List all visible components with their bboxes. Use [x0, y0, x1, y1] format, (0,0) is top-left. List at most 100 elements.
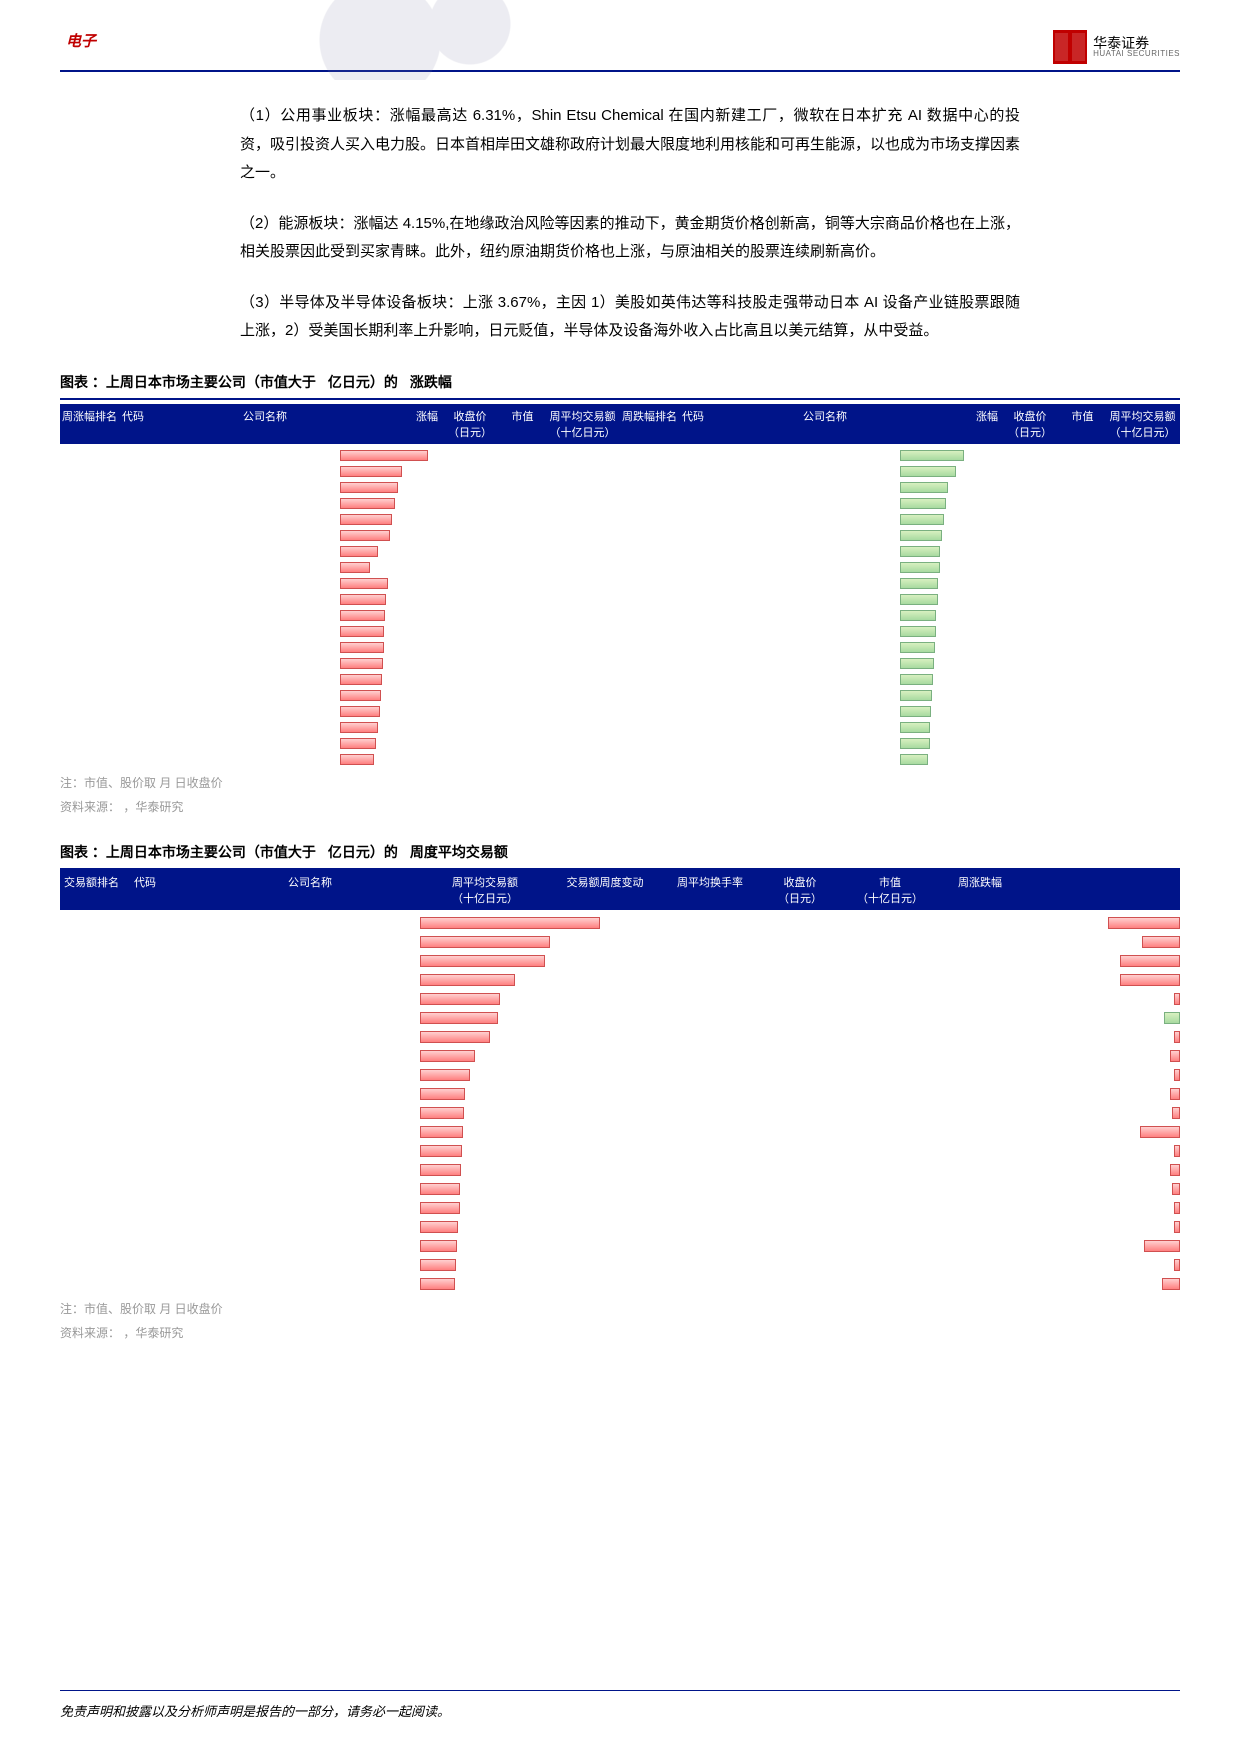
chart1-bar-row	[620, 464, 1180, 480]
chart1-bar	[340, 722, 378, 733]
chart1-bar-row	[60, 464, 620, 480]
chart2-change-bar	[1170, 1164, 1180, 1176]
chart2-note2: 资料来源： ，华泰研究	[60, 1324, 1180, 1342]
chart1-bar-row	[620, 736, 1180, 752]
chart1-bar-row	[620, 496, 1180, 512]
chart1-bar-row	[60, 688, 620, 704]
chart1-bar	[900, 594, 938, 605]
chart1-bar-row	[620, 576, 1180, 592]
chart1-bar	[340, 514, 392, 525]
chart2-volume-bar	[420, 955, 545, 967]
chart1-bar-row	[60, 480, 620, 496]
chart1-bar-row	[60, 528, 620, 544]
chart2-title-a: 图表 ：上周日本市场主要公司（市值大于	[60, 842, 316, 862]
chart1-col-header: 周平均交易额 （十亿日元）	[1105, 404, 1180, 444]
chart1-bar-row	[620, 640, 1180, 656]
chart2-col-header: 收盘价 （日元）	[760, 870, 840, 910]
chart1-bar	[340, 738, 376, 749]
chart2-volume-bar	[420, 1069, 470, 1081]
chart2-change-bar	[1108, 917, 1180, 929]
chart1-left-bars	[60, 444, 620, 768]
chart2: 交易额排名代码公司名称周平均交易额 （十亿日元）交易额周度变动周平均换手率收盘价…	[60, 870, 1180, 1294]
chart2-bar-row	[60, 1142, 1180, 1161]
chart1-bar	[340, 642, 384, 653]
chart1-bar	[900, 754, 928, 765]
chart2-bar-row	[60, 1180, 1180, 1199]
chart1: 周涨幅排名代码公司名称涨幅收盘价 （日元）市值周平均交易额 （十亿日元） 周跌幅…	[60, 404, 1180, 768]
chart1-bar	[340, 482, 398, 493]
footer-disclaimer: 免责声明和披露以及分析师声明是报告的一部分，请务必一起阅读。	[60, 1690, 1180, 1720]
chart2-volume-bar	[420, 1050, 475, 1062]
chart2-change-bar	[1174, 1031, 1180, 1043]
chart2-volume-bar	[420, 1259, 456, 1271]
chart1-bar-row	[620, 592, 1180, 608]
chart1-bar	[340, 450, 428, 461]
chart1-bar-row	[620, 480, 1180, 496]
chart1-bar	[340, 754, 374, 765]
chart1-bar-row	[620, 720, 1180, 736]
chart2-bar-row	[60, 933, 1180, 952]
chart1-col-header: 公司名称	[160, 404, 370, 444]
chart2-volume-bar	[420, 1240, 457, 1252]
chart2-volume-bar	[420, 1278, 455, 1290]
chart1-col-header: 市值	[500, 404, 545, 444]
chart1-bar	[340, 562, 370, 573]
chart2-volume-bar	[420, 974, 515, 986]
chart1-bar	[900, 626, 936, 637]
chart1-bar-row	[60, 496, 620, 512]
brand-logo: 华泰证券 HUATAI SECURITIES	[1053, 30, 1180, 64]
chart1-bar-row	[620, 624, 1180, 640]
chart1-bar	[900, 674, 933, 685]
chart1-bar	[900, 530, 942, 541]
chart2-bar-row	[60, 1047, 1180, 1066]
chart1-col-header: 周涨幅排名	[60, 404, 120, 444]
chart2-volume-bar	[420, 1183, 460, 1195]
chart2-title: 图表 ：上周日本市场主要公司（市值大于 亿日元）的 周度平均交易额	[60, 838, 1180, 866]
paragraph-1: （1）公用事业板块：涨幅最高达 6.31%，Shin Etsu Chemical…	[240, 102, 1020, 188]
chart2-bar-row	[60, 1275, 1180, 1294]
chart1-bar-row	[620, 448, 1180, 464]
chart1-col-header: 公司名称	[720, 404, 930, 444]
chart1-col-header: 周平均交易额 （十亿日元）	[545, 404, 620, 444]
chart2-change-bar	[1170, 1088, 1180, 1100]
chart2-title-b: 亿日元）的	[328, 842, 398, 862]
chart2-volume-bar	[420, 1126, 463, 1138]
chart1-bar	[900, 706, 931, 717]
chart1-bar	[340, 658, 383, 669]
chart2-bar-row	[60, 1218, 1180, 1237]
chart2-volume-bar	[420, 1107, 464, 1119]
chart1-bar	[900, 546, 940, 557]
chart2-bar-row	[60, 1104, 1180, 1123]
chart1-bar-row	[620, 608, 1180, 624]
chart1-bar	[900, 482, 948, 493]
chart2-bar-row	[60, 971, 1180, 990]
chart2-bar-row	[60, 1066, 1180, 1085]
chart2-bar-row	[60, 1085, 1180, 1104]
chart1-bar	[340, 674, 382, 685]
paragraph-2: （2）能源板块：涨幅达 4.15%,在地缘政治风险等因素的推动下，黄金期货价格创…	[240, 210, 1020, 267]
chart1-bar-row	[60, 560, 620, 576]
chart1-bar	[900, 738, 930, 749]
chart2-note1: 注：市值、股价取 月 日收盘价	[60, 1300, 1180, 1318]
chart2-change-bar	[1120, 955, 1180, 967]
chart1-note2: 资料来源： ，华泰研究	[60, 798, 1180, 816]
chart2-bar-row	[60, 1028, 1180, 1047]
chart2-bar-row	[60, 1009, 1180, 1028]
chart2-bars	[60, 910, 1180, 1294]
chart1-right-bars	[620, 444, 1180, 768]
chart1-bar-row	[620, 752, 1180, 768]
chart1-bar	[900, 578, 938, 589]
chart2-bar-row	[60, 1123, 1180, 1142]
chart1-bar-row	[620, 560, 1180, 576]
chart1-bar	[340, 578, 388, 589]
chart1-bar-row	[60, 704, 620, 720]
chart1-bar-row	[60, 656, 620, 672]
chart1-bar-row	[60, 736, 620, 752]
chart1-bar	[900, 498, 946, 509]
chart2-volume-bar	[420, 1012, 498, 1024]
chart2-change-bar	[1174, 1259, 1180, 1271]
chart1-bar	[900, 690, 932, 701]
chart2-col-header: 市值 （十亿日元）	[840, 870, 940, 910]
chart2-volume-bar	[420, 1164, 461, 1176]
chart2-change-bar	[1162, 1278, 1180, 1290]
